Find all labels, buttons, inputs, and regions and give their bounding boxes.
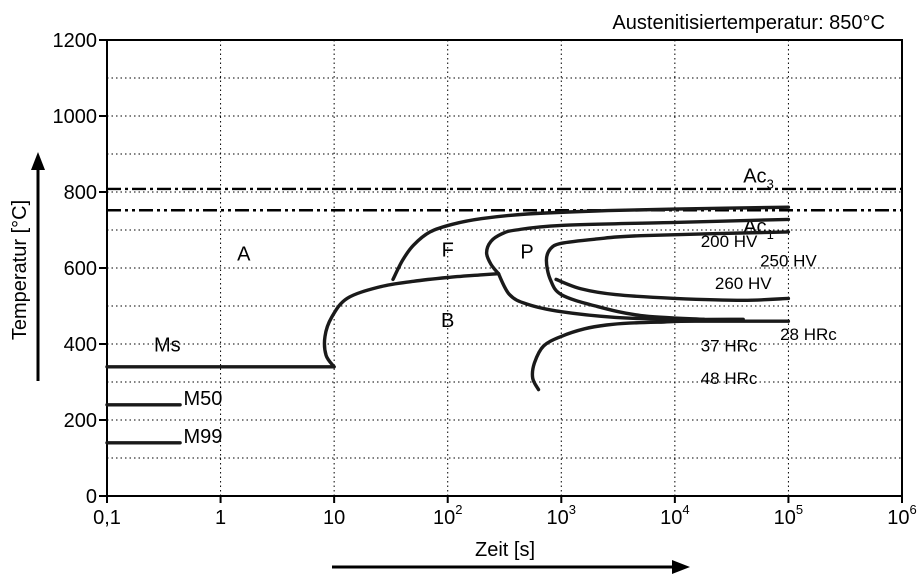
- region-label-a: A: [237, 243, 251, 265]
- x-tick-label: 103: [547, 502, 576, 529]
- hardness-label: 250 HV: [760, 251, 817, 270]
- x-tick-label: 102: [433, 502, 462, 529]
- x-tick-label: 105: [774, 502, 803, 529]
- hardness-label: 28 HRc: [780, 325, 837, 344]
- curve-6: [484, 217, 791, 276]
- chart-title: Austenitisiertemperatur: 850°C: [612, 12, 885, 34]
- region-label-p: P: [520, 242, 533, 264]
- hardness-label: 260 HV: [715, 274, 772, 293]
- x-tick-label: 1: [215, 507, 226, 529]
- curve-5: [391, 205, 791, 282]
- curve-8: [544, 230, 791, 321]
- y-tick-label: 600: [64, 258, 97, 280]
- x-tick-label: 0,1: [93, 507, 121, 529]
- hardness-label: 48 HRc: [701, 369, 758, 388]
- y-tick-label: 0: [86, 486, 97, 508]
- x-axis-title: Zeit [s]: [475, 539, 535, 561]
- x-tick-label: 106: [887, 502, 916, 529]
- grid: [107, 40, 902, 496]
- x-tick-label: 104: [660, 502, 689, 529]
- y-tick-label: 200: [64, 410, 97, 432]
- region-label-m99: M99: [184, 426, 223, 448]
- y-tick-label: 800: [64, 182, 97, 204]
- region-label-f: F: [442, 240, 454, 262]
- region-label-b: B: [441, 310, 454, 332]
- y-axis-title: Temperatur [°C]: [9, 200, 31, 340]
- x-tick-label: 10: [323, 507, 345, 529]
- y-tick-label: 1000: [53, 106, 98, 128]
- curve-4: [322, 272, 501, 369]
- axis-ticks: 0 200 400 600 800 1000 1200 0,1 1 10 102 103 104 105 1…: [53, 30, 917, 529]
- reference-label-ac3: Ac3: [743, 166, 774, 192]
- transformation-curves: [105, 205, 791, 445]
- y-tick-label: 400: [64, 334, 97, 356]
- hardness-label: 200 HV: [701, 232, 758, 251]
- region-label-ms: Ms: [154, 335, 181, 357]
- y-axis-arrow: [31, 152, 45, 381]
- x-axis-arrow: [332, 560, 690, 574]
- hardness-label: 37 HRc: [701, 337, 758, 356]
- curve-9: [554, 277, 791, 302]
- curve-10: [530, 319, 791, 392]
- y-tick-label: 1200: [53, 30, 98, 52]
- region-label-m50: M50: [184, 388, 223, 410]
